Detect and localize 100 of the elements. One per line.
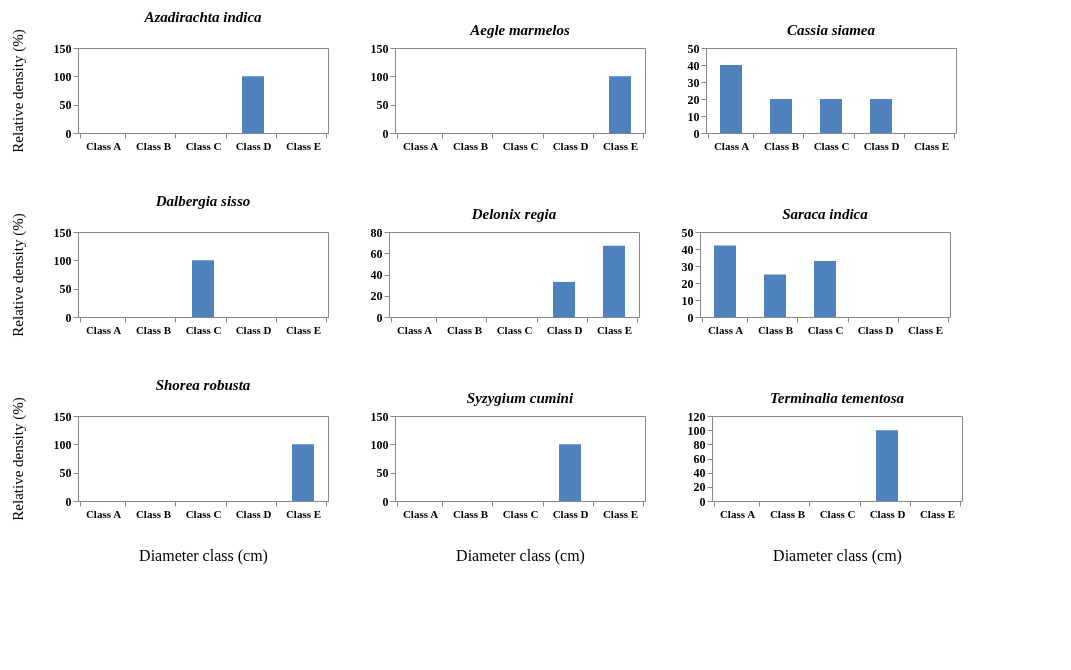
y-tick-label: 100: [370, 69, 389, 84]
bar: [714, 245, 736, 317]
y-tick-label: 50: [687, 41, 700, 56]
x-tick-label: Class D: [552, 507, 589, 520]
y-tick-label: 150: [53, 409, 72, 424]
chart-title: Dalbergia sisso: [154, 192, 251, 209]
x-tick-label: Class B: [135, 323, 172, 336]
x-axis-title: Diameter class (cm): [139, 546, 268, 565]
y-tick-label: 50: [59, 98, 72, 113]
x-tick-label: Class D: [546, 323, 583, 336]
y-tick-label: 50: [376, 98, 389, 113]
y-tick-label: 80: [693, 437, 706, 452]
x-tick-label: Class E: [285, 139, 322, 152]
y-tick-label: 150: [370, 41, 389, 56]
y-axis-title: Relative density (%): [9, 397, 27, 521]
y-tick-label: 20: [681, 276, 694, 291]
x-tick-label: Class B: [452, 507, 489, 520]
x-tick-label: Class E: [285, 507, 322, 520]
x-tick-label: Class C: [496, 323, 533, 336]
y-tick-label: 100: [53, 253, 72, 268]
chart-title: Azadirachta indica: [143, 8, 263, 25]
y-tick-label: 30: [687, 75, 700, 90]
y-tick-label: 0: [376, 310, 383, 325]
y-tick-label: 0: [65, 310, 72, 325]
y-tick-label: 100: [53, 437, 72, 452]
x-tick-label: Class E: [907, 323, 944, 336]
y-tick-label: 60: [693, 452, 706, 466]
x-tick-label: Class E: [602, 139, 639, 152]
x-tick-label: Class A: [713, 139, 750, 152]
x-tick-label: Class A: [85, 507, 122, 520]
bar: [814, 260, 836, 317]
x-tick-label: Class C: [819, 507, 856, 520]
x-tick-label: Class A: [396, 323, 433, 336]
y-tick-label: 150: [53, 225, 72, 240]
x-tick-label: Class C: [185, 323, 222, 336]
chart-title: Aegle marmelos: [469, 22, 570, 38]
x-tick-label: Class B: [446, 323, 483, 336]
y-tick-label: 60: [370, 246, 383, 261]
x-tick-label: Class E: [919, 507, 956, 520]
chart-title: Cassia siamea: [787, 22, 876, 38]
x-tick-label: Class E: [596, 323, 633, 336]
y-tick-label: 0: [65, 494, 72, 509]
y-tick-label: 0: [65, 126, 72, 141]
x-tick-label: Class B: [757, 323, 794, 336]
x-axis-title: Diameter class (cm): [773, 546, 902, 565]
x-tick-label: Class D: [235, 139, 272, 152]
x-tick-label: Class D: [235, 507, 272, 520]
y-tick-label: 0: [382, 126, 389, 141]
y-tick-label: 150: [370, 409, 389, 424]
y-tick-label: 120: [687, 409, 706, 424]
x-tick-label: Class C: [502, 507, 539, 520]
y-tick-label: 80: [370, 225, 383, 240]
y-tick-label: 10: [687, 109, 700, 124]
x-tick-label: Class A: [85, 139, 122, 152]
chart-title: Syzygium cumini: [466, 390, 574, 406]
y-tick-label: 50: [59, 466, 72, 481]
x-tick-label: Class C: [185, 139, 222, 152]
y-tick-label: 0: [382, 494, 389, 509]
y-tick-label: 40: [687, 58, 700, 73]
y-tick-label: 0: [699, 494, 706, 509]
y-axis-title: Relative density (%): [9, 29, 27, 153]
y-tick-label: 20: [687, 92, 700, 107]
x-tick-label: Class A: [719, 507, 756, 520]
x-tick-label: Class C: [813, 139, 850, 152]
y-tick-label: 10: [681, 293, 694, 308]
x-tick-label: Class B: [769, 507, 806, 520]
y-tick-label: 50: [59, 282, 72, 297]
y-tick-label: 20: [693, 480, 706, 495]
x-tick-label: Class D: [869, 507, 906, 520]
y-tick-label: 0: [693, 126, 700, 141]
x-tick-label: Class C: [502, 139, 539, 152]
x-tick-label: Class B: [452, 139, 489, 152]
x-tick-label: Class B: [135, 507, 172, 520]
x-axis-title: Diameter class (cm): [456, 546, 585, 565]
y-tick-label: 0: [687, 310, 694, 325]
x-tick-label: Class D: [552, 139, 589, 152]
y-tick-label: 100: [687, 423, 706, 438]
x-tick-label: Class A: [402, 507, 439, 520]
x-tick-label: Class A: [402, 139, 439, 152]
x-tick-label: Class E: [913, 139, 950, 152]
y-tick-label: 100: [370, 437, 389, 452]
x-tick-label: Class B: [135, 139, 172, 152]
y-axis-title: Relative density (%): [9, 213, 27, 337]
y-tick-label: 50: [681, 225, 694, 240]
x-tick-label: Class E: [285, 323, 322, 336]
chart-title: Delonix regia: [470, 206, 557, 222]
chart-title: Shorea robusta: [155, 376, 251, 393]
y-tick-label: 30: [681, 259, 694, 274]
x-tick-label: Class A: [707, 323, 744, 336]
x-tick-label: Class C: [807, 323, 844, 336]
y-tick-label: 20: [370, 289, 383, 304]
chart-title: Saraca indica: [782, 206, 869, 222]
y-tick-label: 40: [370, 268, 383, 282]
x-tick-label: Class D: [235, 323, 272, 336]
x-tick-label: Class E: [602, 507, 639, 520]
x-tick-label: Class A: [85, 323, 122, 336]
y-tick-label: 40: [681, 242, 694, 257]
y-tick-label: 100: [53, 69, 72, 84]
bar: [764, 274, 786, 317]
x-tick-label: Class D: [857, 323, 894, 336]
